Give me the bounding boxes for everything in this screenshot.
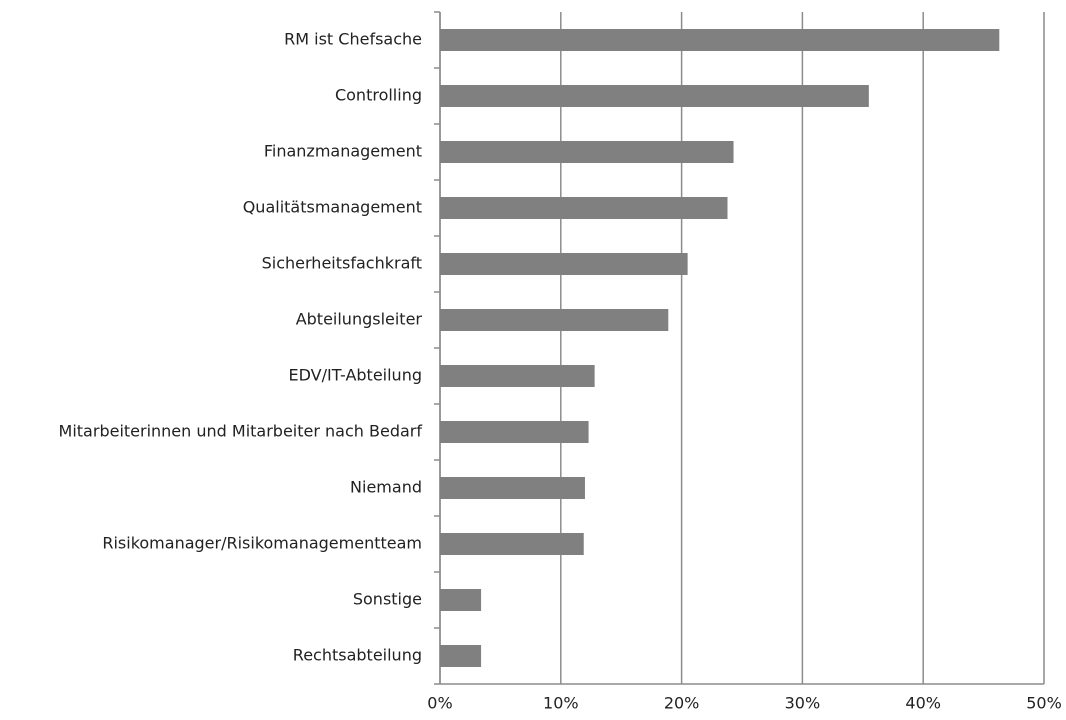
x-tick-label: 50% bbox=[1026, 694, 1062, 713]
y-tick-label: Controlling bbox=[335, 86, 422, 105]
x-tick-label: 20% bbox=[664, 694, 700, 713]
bar bbox=[440, 309, 669, 331]
y-tick-label: Finanzmanagement bbox=[264, 142, 422, 161]
x-tick-label: 10% bbox=[543, 694, 579, 713]
y-tick-label: Abteilungsleiter bbox=[296, 310, 423, 329]
bar bbox=[440, 365, 595, 387]
bar bbox=[440, 589, 482, 611]
x-tick-label: 30% bbox=[785, 694, 821, 713]
y-tick-label: Risikomanager/Risikomanagementteam bbox=[102, 534, 422, 553]
bar bbox=[440, 141, 734, 163]
y-tick-label: Niemand bbox=[350, 478, 422, 497]
bar bbox=[440, 29, 1000, 51]
bar bbox=[440, 645, 482, 667]
y-tick-label: Qualitätsmanagement bbox=[243, 198, 422, 217]
y-tick-label: RM ist Chefsache bbox=[284, 30, 422, 49]
bar bbox=[440, 533, 584, 555]
y-tick-label: Mitarbeiterinnen und Mitarbeiter nach Be… bbox=[59, 422, 423, 441]
bar bbox=[440, 85, 869, 107]
bar bbox=[440, 421, 589, 443]
y-tick-label: Rechtsabteilung bbox=[293, 646, 422, 665]
y-tick-label: Sonstige bbox=[353, 590, 422, 609]
x-tick-label: 0% bbox=[427, 694, 452, 713]
y-tick-label: EDV/IT-Abteilung bbox=[289, 366, 422, 385]
bar bbox=[440, 253, 688, 275]
bar bbox=[440, 477, 585, 499]
y-tick-label: Sicherheitsfachkraft bbox=[262, 254, 422, 273]
bar bbox=[440, 197, 728, 219]
x-tick-label: 40% bbox=[905, 694, 941, 713]
